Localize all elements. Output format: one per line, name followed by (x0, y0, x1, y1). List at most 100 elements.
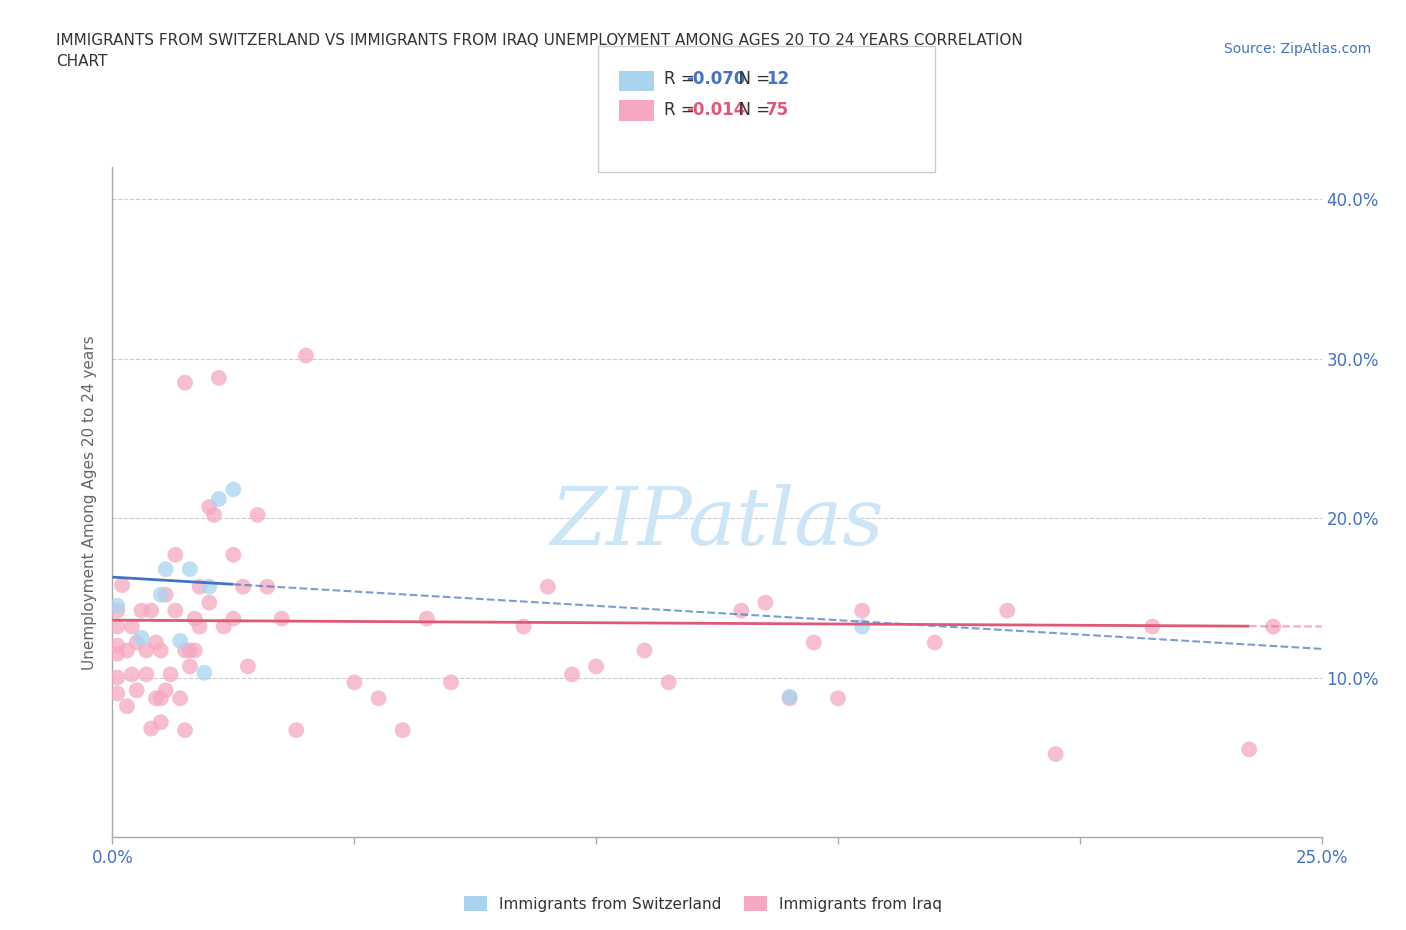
Point (222, 482, 245, 497)
Point (827, 691, 849, 706)
Point (155, 683, 177, 698)
Point (149, 587, 172, 602)
Text: ZIPatlas: ZIPatlas (550, 484, 884, 561)
Legend: Immigrants from Switzerland, Immigrants from Iraq: Immigrants from Switzerland, Immigrants … (457, 889, 949, 918)
Point (131, 631, 153, 645)
Point (141, 721, 163, 736)
Point (198, 499, 221, 514)
Point (198, 579, 221, 594)
Point (179, 659, 201, 674)
Point (149, 643, 172, 658)
Point (440, 675, 463, 690)
Point (256, 579, 278, 594)
Point (183, 611, 205, 626)
Point (135, 667, 157, 682)
Point (155, 587, 177, 602)
Point (165, 548, 187, 563)
Point (174, 375, 197, 390)
Point (131, 604, 153, 618)
Text: -0.070: -0.070 (686, 70, 745, 88)
Text: R =: R = (664, 100, 700, 119)
Text: -0.014: -0.014 (686, 100, 745, 119)
Point (658, 675, 681, 690)
Point (188, 579, 211, 594)
Point (169, 633, 191, 648)
Point (115, 698, 138, 713)
Text: 75: 75 (766, 100, 789, 119)
Point (924, 635, 946, 650)
Point (803, 635, 825, 650)
Point (135, 643, 157, 658)
Point (125, 635, 148, 650)
Point (236, 659, 259, 674)
Point (145, 635, 167, 650)
Point (183, 643, 205, 658)
Point (141, 604, 163, 618)
Point (585, 659, 607, 674)
Point (149, 715, 172, 730)
Point (295, 348, 318, 363)
Point (754, 595, 776, 610)
Point (105, 604, 128, 618)
Point (159, 667, 181, 682)
Point (730, 604, 752, 618)
Point (198, 595, 221, 610)
Point (202, 508, 225, 523)
Point (512, 619, 534, 634)
Text: Source: ZipAtlas.com: Source: ZipAtlas.com (1223, 42, 1371, 56)
Point (155, 562, 177, 577)
Text: 12: 12 (766, 70, 789, 88)
Point (145, 691, 167, 706)
Point (1263, 619, 1285, 634)
Point (193, 665, 215, 680)
Point (212, 619, 235, 634)
Point (1142, 619, 1164, 634)
Point (270, 611, 292, 626)
Point (121, 619, 143, 634)
Point (105, 671, 128, 685)
Point (416, 611, 439, 626)
Point (222, 548, 245, 563)
Point (222, 611, 245, 626)
Point (121, 667, 143, 682)
Point (105, 598, 128, 613)
Point (1045, 747, 1067, 762)
Y-axis label: Unemployment Among Ages 20 to 24 years: Unemployment Among Ages 20 to 24 years (82, 335, 97, 670)
Point (1237, 742, 1260, 757)
Point (179, 643, 201, 658)
Point (779, 691, 801, 706)
Point (232, 579, 254, 594)
Point (105, 638, 128, 653)
Point (188, 619, 211, 634)
Point (391, 723, 413, 737)
Point (149, 691, 172, 706)
Point (561, 667, 583, 682)
Point (537, 579, 560, 594)
Text: R =: R = (664, 70, 700, 88)
Point (343, 675, 366, 690)
Text: N =: N = (728, 70, 776, 88)
Point (851, 604, 873, 618)
Point (367, 691, 389, 706)
Point (105, 686, 128, 701)
Point (174, 723, 197, 737)
Point (105, 619, 128, 634)
Point (633, 643, 655, 658)
Text: CHART: CHART (56, 54, 108, 69)
Point (851, 619, 873, 634)
Point (285, 723, 308, 737)
Point (779, 689, 801, 704)
Point (115, 643, 138, 658)
Point (208, 492, 231, 507)
Point (208, 370, 231, 385)
Point (105, 646, 128, 661)
Point (111, 578, 134, 592)
Text: IMMIGRANTS FROM SWITZERLAND VS IMMIGRANTS FROM IRAQ UNEMPLOYMENT AMONG AGES 20 T: IMMIGRANTS FROM SWITZERLAND VS IMMIGRANT… (56, 33, 1024, 47)
Point (246, 508, 269, 523)
Point (125, 683, 148, 698)
Point (165, 604, 187, 618)
Text: N =: N = (728, 100, 776, 119)
Point (995, 604, 1018, 618)
Point (179, 562, 201, 577)
Point (174, 643, 197, 658)
